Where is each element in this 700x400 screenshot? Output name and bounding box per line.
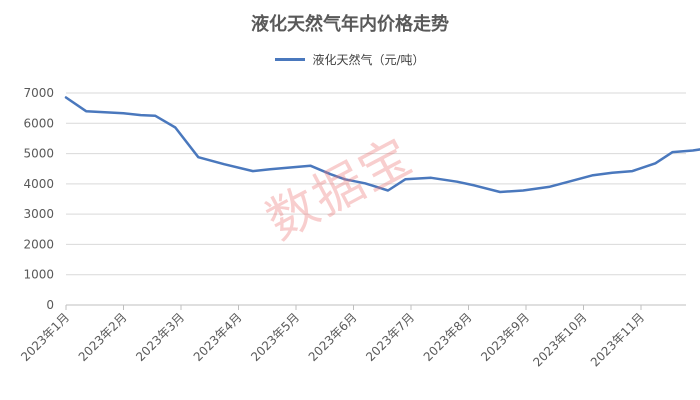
- x-tick-label: 2023年9月: [478, 310, 532, 364]
- y-tick-label: 0: [46, 298, 54, 312]
- legend-swatch: [275, 58, 306, 61]
- x-tick-label: 2023年3月: [133, 310, 187, 364]
- x-tick-label: 2023年4月: [191, 310, 245, 364]
- y-tick-label: 6000: [23, 116, 54, 130]
- x-tick-label: 2023年8月: [421, 310, 475, 364]
- legend-label: 液化天然气（元/吨）: [312, 53, 425, 67]
- chart-title: 液化天然气年内价格走势: [251, 14, 449, 35]
- x-tick-label: 2023年10月: [530, 310, 589, 369]
- y-tick-label: 7000: [23, 86, 54, 100]
- series-line: [64, 96, 700, 194]
- legend: 液化天然气（元/吨）: [0, 51, 700, 68]
- y-tick-label: 3000: [23, 207, 54, 221]
- x-tick-label: 2023年11月: [588, 310, 647, 369]
- series-layer: [64, 96, 700, 194]
- x-tick-label: 2023年7月: [363, 310, 417, 364]
- x-tick-label: 2023年1月: [18, 310, 72, 364]
- y-tick-label: 2000: [23, 237, 54, 251]
- y-tick-label: 4000: [23, 177, 54, 191]
- y-axis-ticks: 0 1000 2000 3000 4000 5000 6000 7000: [23, 86, 54, 312]
- x-axis: [65, 304, 686, 310]
- y-tick-label: 5000: [23, 147, 54, 161]
- x-tick-label: 2023年5月: [248, 310, 302, 364]
- grid-lines: [66, 92, 686, 276]
- x-axis-ticks: 2023年1月 2023年2月 2023年3月 2023年4月 2023年5月 2023年…: [18, 310, 647, 369]
- x-tick-label: 2023年6月: [306, 310, 360, 364]
- x-tick-label: 2023年2月: [76, 310, 130, 364]
- y-tick-label: 1000: [23, 268, 54, 282]
